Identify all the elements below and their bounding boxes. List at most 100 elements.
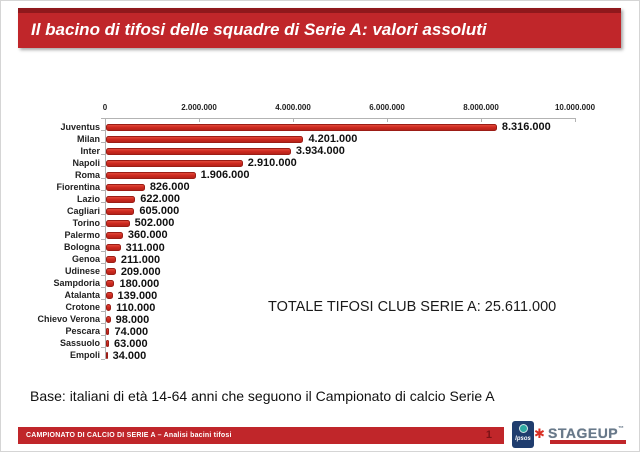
value-label: 605.000	[139, 205, 180, 218]
y-axis-tick-mark	[101, 359, 105, 360]
value-label: 502.000	[134, 217, 175, 230]
ipsos-logo: Ipsos	[512, 421, 534, 448]
stageup-tagline-strip	[550, 440, 626, 444]
value-label: 34.000	[112, 349, 147, 362]
bar	[106, 183, 145, 191]
bar	[106, 352, 108, 360]
x-axis-tick-mark	[105, 118, 106, 122]
team-label: Udinese	[64, 266, 100, 277]
ipsos-logo-text: Ipsos	[515, 436, 531, 442]
y-axis-tick-mark	[101, 130, 105, 132]
y-axis-tick-mark	[101, 214, 105, 216]
x-axis-tick-mark	[387, 118, 388, 122]
x-axis-tick-mark	[481, 118, 482, 122]
team-label: Chievo Verona	[37, 314, 100, 325]
bar	[106, 171, 196, 179]
team-label: Pescara	[65, 326, 100, 337]
team-label: Juventus	[60, 121, 100, 132]
x-axis-tick-label: 0	[102, 103, 108, 112]
value-label: 98.000	[115, 313, 150, 326]
x-axis-tick-label: 4.000.000	[275, 103, 311, 112]
y-axis-tick-mark	[101, 226, 105, 228]
stageup-trademark: ™	[618, 426, 624, 432]
x-axis-tick-mark	[575, 118, 576, 122]
team-label: Roma	[74, 169, 100, 180]
team-label: Empoli	[69, 350, 100, 361]
y-axis-tick-mark	[101, 154, 105, 156]
footer-bar: CAMPIONATO DI CALCIO DI SERIE A – Analis…	[18, 427, 504, 444]
page-number: 1	[485, 429, 492, 441]
team-label: Inter	[80, 145, 100, 156]
y-axis-tick-mark	[101, 310, 105, 312]
bar	[106, 340, 109, 348]
bar	[106, 328, 110, 336]
bar	[106, 231, 123, 239]
y-axis-tick-mark	[101, 262, 105, 264]
value-label: 1.906.000	[200, 169, 250, 182]
y-axis-line	[105, 118, 106, 359]
stageup-star-icon: ✱	[534, 426, 545, 441]
team-label: Bologna	[64, 242, 100, 253]
bar	[106, 207, 135, 215]
team-label: Crotone	[65, 302, 101, 313]
bar	[106, 268, 116, 276]
value-label: 139.000	[117, 289, 158, 302]
base-note: Base: italiani di età 14-64 anni che seg…	[30, 388, 495, 404]
value-label: 622.000	[140, 193, 180, 206]
value-label: 110.000	[116, 301, 156, 314]
value-label: 63.000	[113, 337, 148, 350]
bar	[106, 280, 115, 288]
y-axis-tick-mark	[101, 250, 105, 252]
title-bar: Il bacino di tifosi delle squadre di Ser…	[18, 8, 621, 48]
bar	[106, 159, 243, 167]
y-axis-tick-mark	[101, 118, 105, 119]
y-axis-tick-mark	[101, 178, 105, 180]
team-label: Fiorentina	[56, 181, 100, 192]
team-label: Lazio	[76, 193, 100, 204]
bar	[106, 316, 111, 324]
ipsos-dot-icon	[519, 424, 528, 433]
bar	[106, 304, 112, 312]
value-label: 3.934.000	[295, 145, 345, 158]
x-axis-tick-label: 8.000.000	[463, 103, 499, 112]
bar	[106, 147, 291, 155]
bar	[106, 219, 130, 227]
y-axis-tick-mark	[101, 166, 105, 168]
team-label: Milan	[76, 133, 100, 144]
team-label: Sassuolo	[59, 338, 100, 349]
bar	[106, 135, 304, 143]
x-axis-tick-mark	[293, 118, 294, 122]
value-label: 4.201.000	[308, 133, 358, 146]
y-axis-tick-mark	[101, 202, 105, 204]
stageup-logo-text: STAGEUP	[548, 425, 619, 441]
y-axis-tick-mark	[101, 142, 105, 144]
value-label: 8.316.000	[501, 121, 551, 134]
value-label: 2.910.000	[247, 157, 297, 170]
x-axis-tick-label: 2.000.000	[181, 103, 217, 112]
bar	[106, 256, 116, 264]
value-label: 74.000	[114, 325, 149, 338]
value-label: 311.000	[125, 241, 165, 254]
bar	[106, 244, 121, 252]
team-label: Napoli	[72, 157, 100, 168]
bar	[106, 292, 113, 300]
x-axis-tick-label: 6.000.000	[369, 103, 405, 112]
y-axis-tick-mark	[101, 322, 105, 324]
x-axis-line	[105, 118, 575, 119]
y-axis-tick-mark	[101, 298, 105, 300]
y-axis-tick-mark	[101, 238, 105, 240]
footer-title: CAMPIONATO DI CALCIO DI SERIE A – Analis…	[26, 432, 232, 439]
stageup-logo: ✱ STAGEUP ™	[534, 426, 634, 448]
value-label: 826.000	[149, 181, 190, 194]
bar	[106, 195, 136, 203]
total-annotation: TOTALE TIFOSI CLUB SERIE A: 25.611.000	[268, 299, 557, 315]
team-label: Sampdoria	[53, 278, 100, 289]
y-axis-tick-mark	[101, 274, 105, 276]
y-axis-tick-mark	[101, 286, 105, 288]
team-label: Cagliari	[66, 205, 100, 216]
y-axis-tick-mark	[101, 190, 105, 192]
x-axis-tick-label: 10.000.000	[554, 103, 596, 112]
team-label: Palermo	[64, 229, 100, 240]
team-label: Torino	[72, 217, 100, 228]
